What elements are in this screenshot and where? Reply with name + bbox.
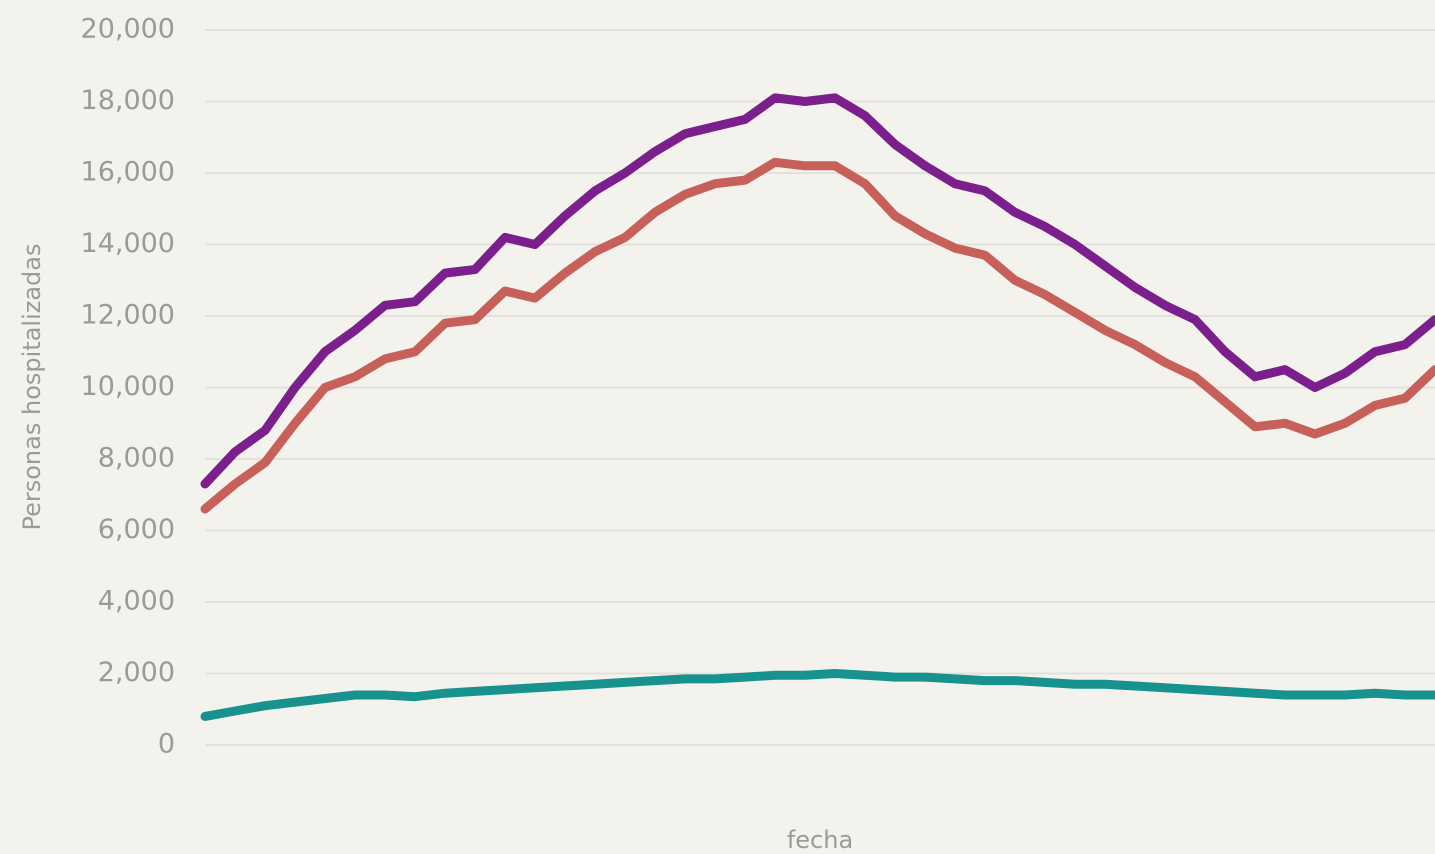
- y-tick-label: 12,000: [81, 300, 175, 331]
- y-tick-label: 6,000: [98, 514, 175, 545]
- y-tick-label: 0: [158, 729, 175, 760]
- data-line: [200, 93, 1435, 489]
- data-line: [200, 669, 1435, 721]
- y-tick-label: 4,000: [98, 586, 175, 617]
- y-tick-label: 16,000: [81, 157, 175, 188]
- y-tick-label: 2,000: [98, 657, 175, 688]
- y-tick-label: 10,000: [81, 371, 175, 402]
- x-axis-title: fecha: [787, 826, 853, 854]
- y-tick-label: 8,000: [98, 443, 175, 474]
- y-tick-label: 20,000: [81, 14, 175, 45]
- data-line: [200, 157, 1435, 514]
- y-axis-title: Personas hospitalizadas: [18, 244, 46, 531]
- y-tick-label: 14,000: [81, 228, 175, 259]
- y-tick-label: 18,000: [81, 85, 175, 116]
